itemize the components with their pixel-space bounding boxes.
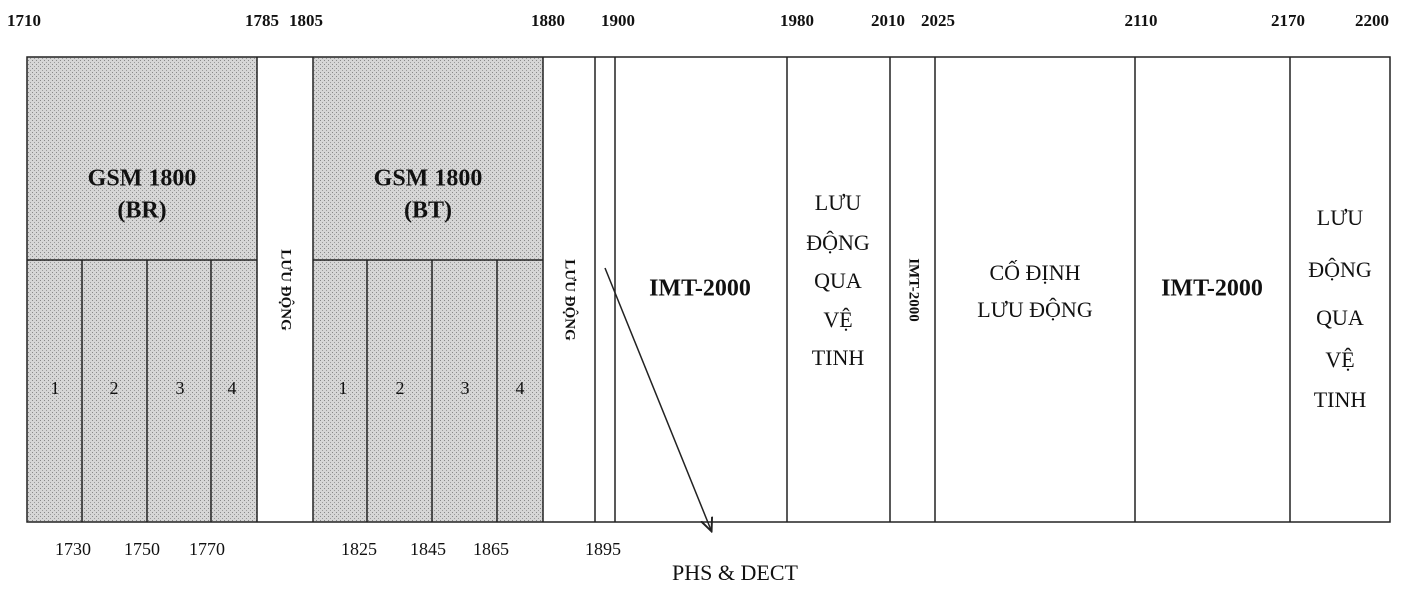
- block-label: LƯU: [815, 190, 862, 215]
- top-label: 2170: [1271, 11, 1305, 30]
- channel-label: 1: [51, 378, 60, 398]
- top-label: 1805: [289, 11, 323, 30]
- block-label: GSM 1800: [88, 166, 197, 192]
- channel-label: 2: [396, 378, 405, 398]
- block-label: TINH: [1314, 387, 1367, 412]
- bottom-label: 1770: [189, 539, 225, 559]
- bottom-label: 1895: [585, 539, 621, 559]
- channel-label: 1: [339, 378, 348, 398]
- block-label: ĐỘNG: [806, 230, 870, 255]
- block-label: LƯU ĐỘNG: [278, 249, 295, 331]
- channel-label: 4: [516, 378, 525, 398]
- bottom-label: 1750: [124, 539, 160, 559]
- bottom-label: 1730: [55, 539, 91, 559]
- block-label: CỐ ĐỊNH: [989, 260, 1080, 285]
- block-label: QUA: [1316, 305, 1364, 330]
- block-label: VỆ: [823, 307, 852, 332]
- top-label: 1900: [601, 11, 635, 30]
- block-label: LƯU ĐỘNG: [562, 259, 579, 341]
- block-label: GSM 1800: [374, 166, 483, 192]
- top-label: 1785: [245, 11, 279, 30]
- block-label: IMT-2000: [1161, 276, 1263, 302]
- block-label: IMT-2000: [906, 258, 922, 322]
- top-label: 2200: [1355, 11, 1389, 30]
- bottom-label: 1845: [410, 539, 446, 559]
- block-label: LƯU: [1317, 205, 1364, 230]
- channel-label: 2: [110, 378, 119, 398]
- channel-label: 4: [228, 378, 237, 398]
- block-label: IMT-2000: [649, 276, 751, 302]
- block-label: (BT): [404, 198, 452, 224]
- dividers: [27, 57, 1291, 522]
- shaded-band: [27, 57, 257, 522]
- top-label: 2110: [1124, 11, 1157, 30]
- annotation: PHS & DECT: [672, 560, 798, 585]
- block-label: TINH: [812, 345, 865, 370]
- top-label: 2010: [871, 11, 905, 30]
- arrow: [604, 267, 711, 530]
- top-label: 2025: [921, 11, 955, 30]
- block-label: QUA: [814, 268, 862, 293]
- block-label: LƯU ĐỘNG: [977, 297, 1093, 322]
- shaded-band: [313, 57, 543, 522]
- block-label: (BR): [117, 198, 166, 224]
- channel-label: 3: [461, 378, 470, 398]
- top-label: 1710: [7, 11, 41, 30]
- top-label: 1980: [780, 11, 814, 30]
- block-label: ĐỘNG: [1308, 257, 1372, 282]
- bottom-label: 1825: [341, 539, 377, 559]
- bottom-label: 1865: [473, 539, 509, 559]
- top-label: 1880: [531, 11, 565, 30]
- channel-label: 3: [176, 378, 185, 398]
- block-label: VỆ: [1325, 347, 1354, 372]
